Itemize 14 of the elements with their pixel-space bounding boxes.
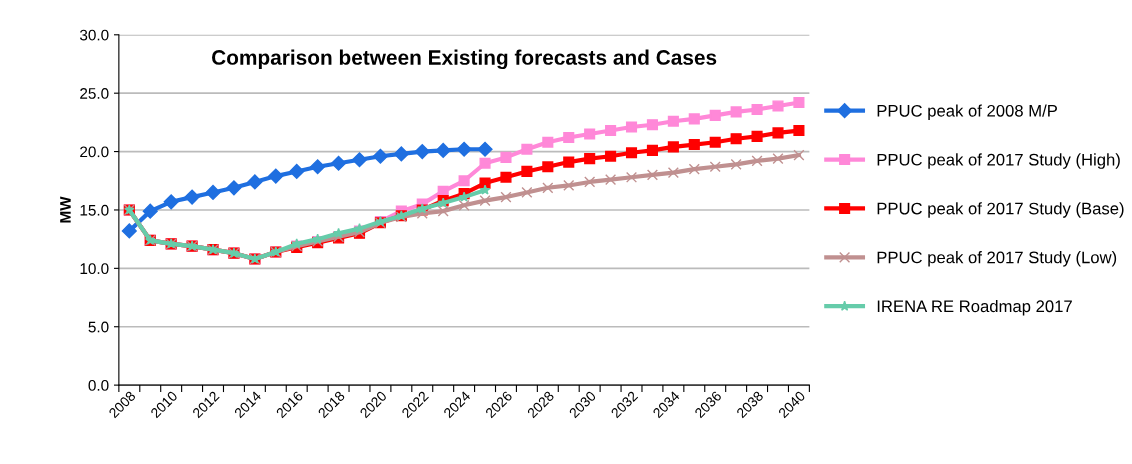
y-tick-label: 0.0 xyxy=(88,379,109,391)
legend-label: PPUC peak of 2008 M/P xyxy=(877,104,1057,120)
y-tick-label: 20.0 xyxy=(80,146,109,158)
y-tick-label: 10.0 xyxy=(80,263,109,275)
legend-label: PPUC peak of 2017 Study (High) xyxy=(877,153,1120,169)
legend-label: PPUC peak of 2017 Study (Low) xyxy=(877,251,1117,267)
y-tick-label: 15.0 xyxy=(80,204,109,216)
text: Comparison between Existing forecasts and Cases xyxy=(212,49,717,70)
legend-label: PPUC peak of 2017 Study (Base) xyxy=(877,202,1124,218)
legend-label: IRENA RE Roadmap 2017 xyxy=(877,299,1072,316)
y-tick-label: 5.0 xyxy=(88,321,109,333)
y-tick-label: 30.0 xyxy=(79,29,109,41)
y-tick-label: 25.0 xyxy=(80,88,109,99)
y-axis-title: MW xyxy=(60,196,71,223)
